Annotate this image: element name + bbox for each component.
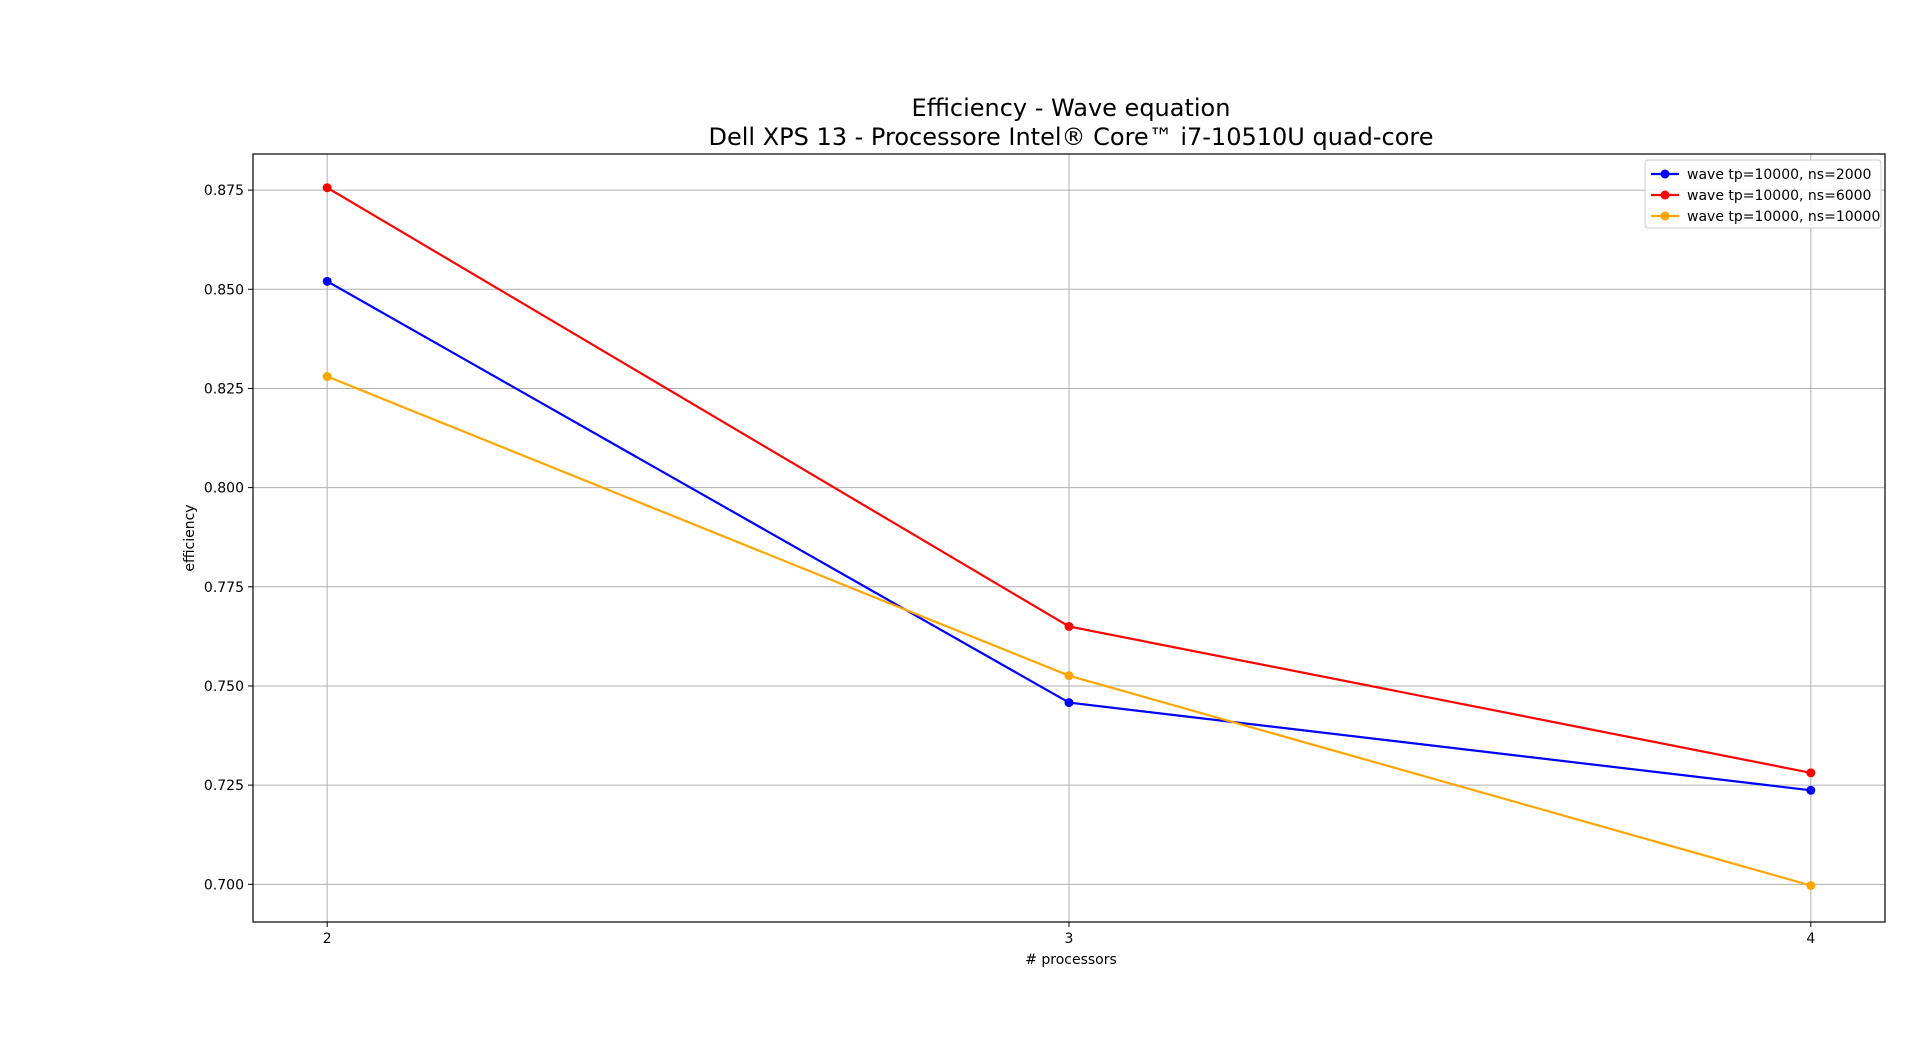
legend-marker-1 <box>1660 169 1670 179</box>
series-3-point <box>322 372 332 382</box>
x-tick-label: 2 <box>323 931 332 947</box>
legend-label-2: wave tp=10000, ns=6000 <box>1687 188 1871 204</box>
legend-marker-3 <box>1660 211 1670 221</box>
chart-subtitle: Dell XPS 13 - Processore Intel® Core™ i7… <box>708 123 1433 151</box>
y-tick-label: 0.800 <box>204 481 244 497</box>
x-axis-ticks: 2 3 4 <box>323 922 1815 947</box>
legend: wave tp=10000, ns=2000 wave tp=10000, ns=… <box>1644 159 1882 229</box>
y-tick-label: 0.850 <box>204 282 244 298</box>
chart-title: Efficiency - Wave equation <box>912 94 1231 122</box>
series-1-point <box>1064 698 1074 708</box>
y-tick-label: 0.750 <box>204 679 244 695</box>
plot-frame <box>252 153 1886 923</box>
series-2-point <box>1064 621 1074 631</box>
series-1-point <box>1806 785 1816 795</box>
y-tick-label: 0.825 <box>204 381 244 397</box>
x-axis-label: # processors <box>1025 952 1117 968</box>
series-3-point <box>1064 671 1074 681</box>
x-tick-label: 3 <box>1065 931 1074 947</box>
series-1-point <box>322 276 332 286</box>
y-axis-ticks: 0.700 0.725 0.750 0.775 0.800 0.825 0.850 0.875 <box>204 183 253 893</box>
y-tick-label: 0.725 <box>204 778 244 794</box>
series-2-point <box>1806 768 1816 778</box>
series-2-point <box>322 183 332 193</box>
series-layer <box>322 183 1816 891</box>
y-axis-label: efficiency <box>182 504 198 571</box>
legend-label-1: wave tp=10000, ns=2000 <box>1687 167 1871 183</box>
y-tick-label: 0.875 <box>204 183 244 199</box>
y-tick-label: 0.775 <box>204 580 244 596</box>
grid <box>253 154 1885 922</box>
series-3-point <box>1806 881 1816 891</box>
legend-marker-2 <box>1660 190 1670 200</box>
legend-box <box>1644 159 1882 229</box>
legend-label-3: wave tp=10000, ns=10000 <box>1687 209 1880 225</box>
y-tick-label: 0.700 <box>204 877 244 893</box>
x-tick-label: 4 <box>1806 931 1815 947</box>
